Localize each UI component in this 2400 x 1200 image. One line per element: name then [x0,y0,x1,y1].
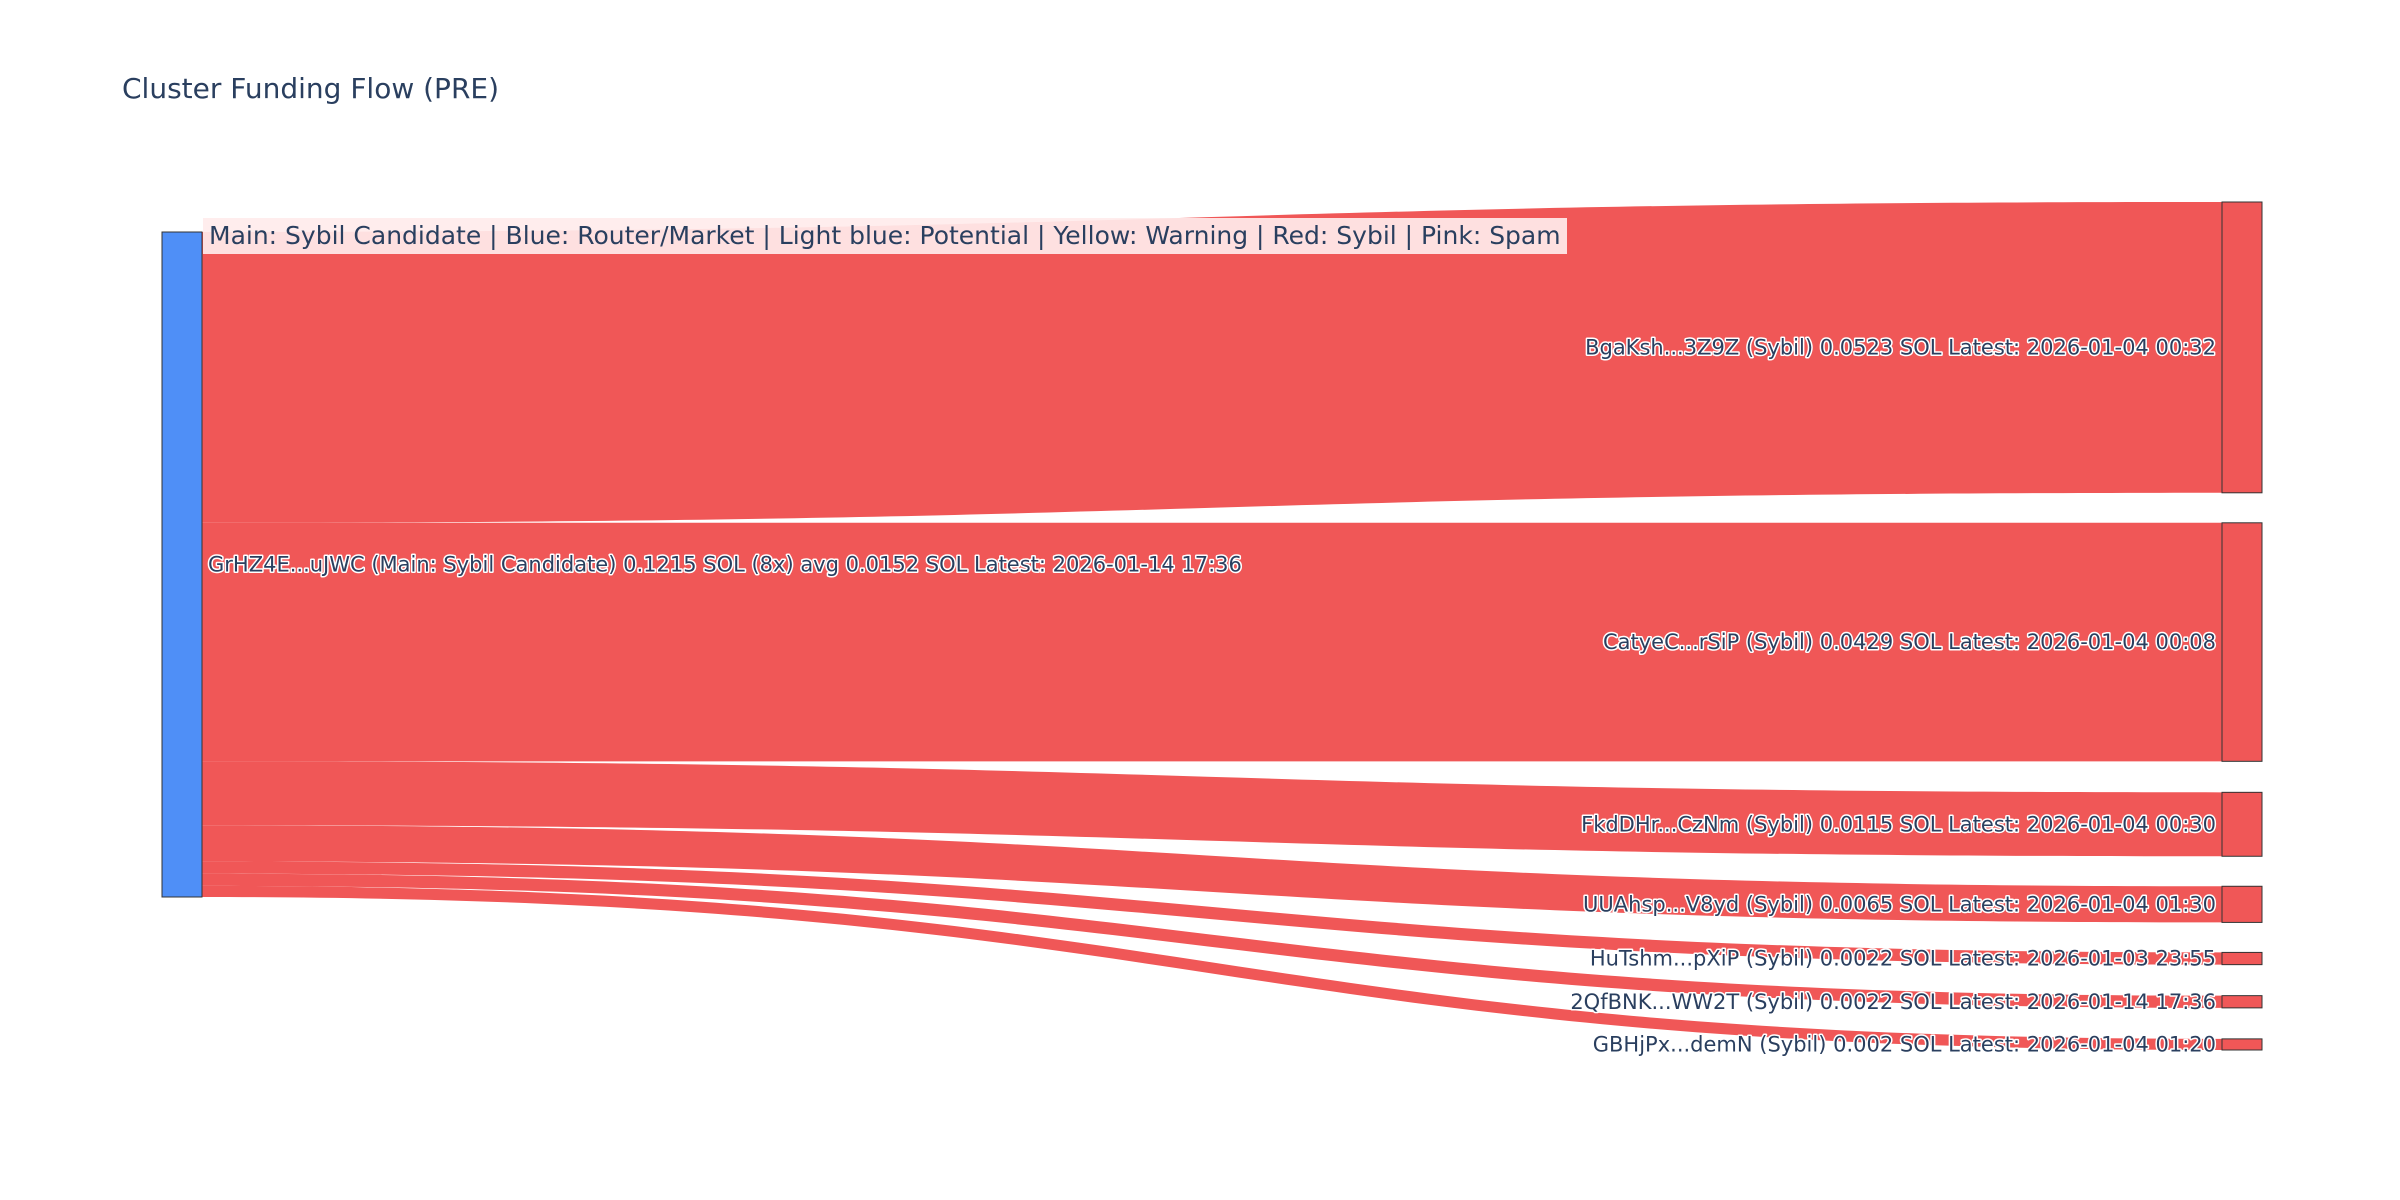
target-label-6: 2QfBNK...WW2T (Sybil) 0.0022 SOL Latest:… [1570,990,2216,1014]
target-node-2[interactable] [2221,522,2263,762]
target-node-3[interactable] [2221,791,2263,857]
sankey-link-6 [202,873,2222,1008]
sankey-link-4 [202,825,2222,923]
target-label-3: FkdDHr...CzNm (Sybil) 0.0115 SOL Latest:… [1581,812,2216,836]
target-node-6[interactable] [2221,995,2263,1009]
sankey-link-2 [202,522,2222,762]
target-node-7[interactable] [2221,1038,2263,1051]
target-node-4[interactable] [2221,885,2263,923]
target-node-1[interactable] [2221,201,2263,494]
source-node[interactable] [161,231,203,898]
sankey-labels: BgaKsh...3Z9Z (Sybil) 0.0523 SOL Latest:… [207,334,2218,1058]
target-label-5: HuTshm...pXiP (Sybil) 0.0022 SOL Latest:… [1590,947,2216,971]
target-label-7: GBHjPx...demN (Sybil) 0.002 SOL Latest: … [1593,1032,2216,1056]
sankey-link-1 [202,202,2222,523]
target-label-4: UUAhsp...V8yd (Sybil) 0.0065 SOL Latest:… [1583,892,2216,916]
source-label: GrHZ4E...uJWC (Main: Sybil Candidate) 0.… [208,553,1242,577]
target-label-1: BgaKsh...3Z9Z (Sybil) 0.0523 SOL Latest:… [1585,335,2216,359]
sankey-link-3 [202,761,2222,857]
sankey-link-7 [202,885,2222,1050]
legend-annotation: Main: Sybil Candidate | Blue: Router/Mar… [203,218,1567,254]
chart-title: Cluster Funding Flow (PRE) [122,72,500,105]
sankey-links [202,202,2222,1050]
target-node-5[interactable] [2221,951,2263,966]
sankey-link-5 [202,861,2222,965]
sankey-nodes [161,201,2263,1051]
target-label-2: CatyeC...rSiP (Sybil) 0.0429 SOL Latest:… [1603,630,2216,654]
